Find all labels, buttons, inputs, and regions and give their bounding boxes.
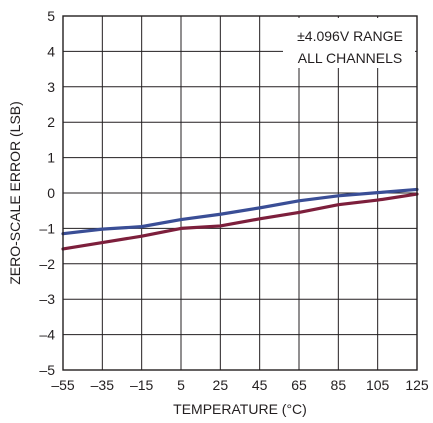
y-tick-labels: –5 –4 –3 –2 –1 0 1 2 3 4 5 [39, 8, 55, 378]
x-tick-label: 105 [366, 377, 390, 393]
x-tick-label: –35 [91, 377, 115, 393]
y-tick-label: –2 [39, 256, 55, 272]
plot-frame [62, 15, 418, 371]
x-tick-label: 65 [291, 377, 307, 393]
x-tick-label: 25 [213, 377, 229, 393]
y-tick-label: –4 [39, 327, 55, 343]
x-axis-label: TEMPERATURE (°C) [173, 401, 307, 417]
x-tick-label: –15 [130, 377, 154, 393]
y-tick-label: 5 [47, 8, 55, 24]
y-tick-label: 3 [47, 79, 55, 95]
series-lines [61, 187, 419, 251]
x-tick-label: 45 [252, 377, 268, 393]
x-tick-label: 5 [177, 377, 185, 393]
annotation-box [283, 18, 415, 68]
annotation-range: ±4.096V RANGE [297, 28, 403, 44]
y-tick-label: –3 [39, 291, 55, 307]
series-line-2 [61, 192, 419, 251]
y-tick-label: 0 [47, 185, 55, 201]
y-axis-label: ZERO-SCALE ERROR (LSB) [7, 101, 23, 285]
series-line-1 [61, 187, 419, 236]
y-tick-label: –5 [39, 362, 55, 378]
y-tick-label: 2 [47, 114, 55, 130]
x-tick-label: 125 [405, 377, 429, 393]
y-tick-label: 1 [47, 150, 55, 166]
y-tick-label: 4 [47, 43, 55, 59]
x-tick-label: 85 [331, 377, 347, 393]
x-tick-labels: –55 –35 –15 5 25 45 65 85 105 125 [51, 377, 429, 393]
y-tick-label: –1 [39, 220, 55, 236]
x-tick-label: –55 [51, 377, 75, 393]
annotation-channels: ALL CHANNELS [298, 50, 403, 66]
